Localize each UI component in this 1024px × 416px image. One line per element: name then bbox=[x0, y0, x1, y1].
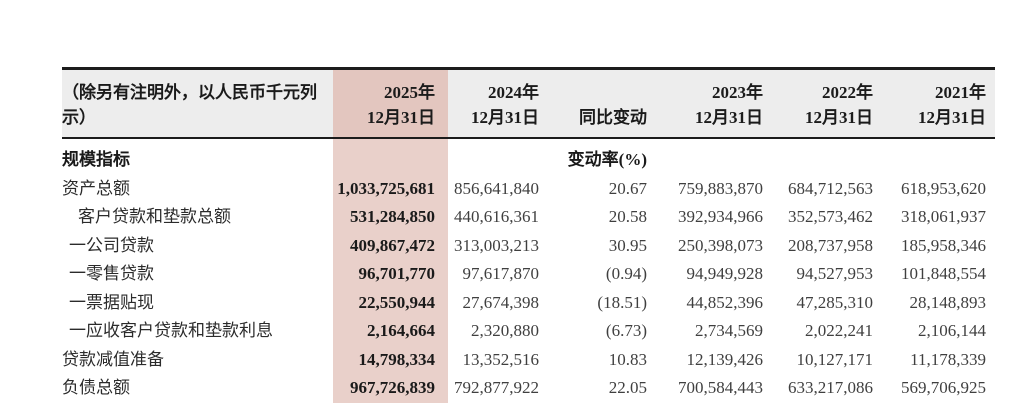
change-rate-note: 变动率(%) bbox=[567, 150, 647, 169]
cell-2023: 2,734,569 bbox=[695, 321, 763, 340]
cell-2025: 2,164,664 bbox=[333, 317, 448, 346]
section-title: 规模指标 bbox=[62, 150, 130, 169]
cell-yoy: 30.95 bbox=[608, 235, 647, 255]
table-row-total-assets: 资产总额 1,033,725,681 856,641,840 20.67 759… bbox=[62, 174, 995, 203]
row-label: 负债总额 bbox=[62, 378, 130, 397]
row-label: 资产总额 bbox=[62, 178, 130, 198]
empty-cell bbox=[656, 138, 772, 175]
financial-summary-table: （除另有注明外，以人民币千元列示） 2025年 12月31日 2024年 12月… bbox=[62, 67, 995, 403]
cell-2025: 531,284,850 bbox=[333, 203, 448, 232]
cell-yoy: 22.05 bbox=[608, 378, 647, 397]
col-header-2024: 2024年 12月31日 bbox=[448, 68, 548, 139]
col-header-yoy-change: 同比变动 bbox=[548, 68, 656, 139]
cell-2023: 12,139,426 bbox=[686, 349, 764, 369]
empty-cell bbox=[772, 138, 882, 175]
row-label: 贷款减值准备 bbox=[62, 349, 164, 369]
cell-2021: 318,061,937 bbox=[901, 207, 986, 226]
cell-2024: 27,674,398 bbox=[462, 292, 540, 312]
financial-summary-table-container: （除另有注明外，以人民币千元列示） 2025年 12月31日 2024年 12月… bbox=[62, 67, 995, 403]
cell-2022: 352,573,462 bbox=[788, 207, 873, 226]
cell-2022: 94,527,953 bbox=[796, 264, 874, 283]
empty-cell bbox=[882, 138, 995, 175]
cell-2024: 313,003,213 bbox=[454, 235, 539, 255]
row-label: 一票据贴现 bbox=[69, 292, 154, 312]
cell-2025: 96,701,770 bbox=[333, 260, 448, 289]
cell-2022: 2,022,241 bbox=[805, 321, 873, 340]
col-header-2023: 2023年 12月31日 bbox=[656, 68, 772, 139]
header-row: （除另有注明外，以人民币千元列示） 2025年 12月31日 2024年 12月… bbox=[62, 68, 995, 139]
row-label: 一公司贷款 bbox=[69, 235, 154, 255]
section-header-row: 规模指标 变动率(%) bbox=[62, 138, 995, 175]
unit-note: （除另有注明外，以人民币千元列示） bbox=[62, 68, 333, 139]
table-row-loan-impairment-allowance: 贷款减值准备 14,798,334 13,352,516 10.83 12,13… bbox=[62, 345, 995, 374]
highlight-cell-empty bbox=[333, 138, 448, 175]
cell-yoy: (18.51) bbox=[597, 292, 647, 312]
row-label: 一应收客户贷款和垫款利息 bbox=[69, 321, 273, 340]
cell-2024: 856,641,840 bbox=[454, 178, 539, 198]
cell-2021: 28,148,893 bbox=[909, 292, 987, 312]
table-row-gross-loans: 客户贷款和垫款总额 531,284,850 440,616,361 20.58 … bbox=[62, 203, 995, 232]
cell-2022: 684,712,563 bbox=[788, 178, 873, 198]
cell-2021: 101,848,554 bbox=[901, 264, 986, 283]
cell-2024: 13,352,516 bbox=[462, 349, 540, 369]
col-header-2021: 2021年 12月31日 bbox=[882, 68, 995, 139]
cell-2023: 94,949,928 bbox=[686, 264, 764, 283]
col-header-2022: 2022年 12月31日 bbox=[772, 68, 882, 139]
cell-2024: 792,877,922 bbox=[454, 378, 539, 397]
cell-2022: 208,737,958 bbox=[788, 235, 873, 255]
cell-2021: 2,106,144 bbox=[918, 321, 986, 340]
cell-2025: 409,867,472 bbox=[333, 231, 448, 260]
col-header-2025: 2025年 12月31日 bbox=[333, 68, 448, 139]
cell-2025: 967,726,839 bbox=[333, 374, 448, 403]
cell-2022: 10,127,171 bbox=[796, 349, 874, 369]
cell-2025: 1,033,725,681 bbox=[333, 174, 448, 203]
cell-2022: 47,285,310 bbox=[796, 292, 874, 312]
cell-2023: 759,883,870 bbox=[678, 178, 763, 198]
cell-2021: 185,958,346 bbox=[901, 235, 986, 255]
table-row-discounted-bills: 一票据贴现 22,550,944 27,674,398 (18.51) 44,8… bbox=[62, 288, 995, 317]
cell-yoy: 20.58 bbox=[608, 207, 647, 226]
unit-note-text: （除另有注明外，以人民币千元列示） bbox=[62, 83, 317, 127]
cell-2023: 44,852,396 bbox=[686, 292, 764, 312]
cell-2021: 11,178,339 bbox=[910, 349, 986, 369]
row-label: 客户贷款和垫款总额 bbox=[78, 207, 231, 226]
table-row-corporate-loans: 一公司贷款 409,867,472 313,003,213 30.95 250,… bbox=[62, 231, 995, 260]
cell-2025: 22,550,944 bbox=[333, 288, 448, 317]
row-label: 一零售贷款 bbox=[69, 264, 154, 283]
cell-yoy: 20.67 bbox=[608, 178, 647, 198]
table-row-accrued-loan-interest: 一应收客户贷款和垫款利息 2,164,664 2,320,880 (6.73) … bbox=[62, 317, 995, 346]
cell-2021: 618,953,620 bbox=[901, 178, 986, 198]
cell-yoy: 10.83 bbox=[608, 349, 647, 369]
cell-2021: 569,706,925 bbox=[901, 378, 986, 397]
cell-2023: 700,584,443 bbox=[678, 378, 763, 397]
cell-yoy: (6.73) bbox=[605, 321, 647, 340]
cell-2023: 392,934,966 bbox=[678, 207, 763, 226]
empty-cell bbox=[448, 138, 548, 175]
table-row-retail-loans: 一零售贷款 96,701,770 97,617,870 (0.94) 94,94… bbox=[62, 260, 995, 289]
cell-2025: 14,798,334 bbox=[333, 345, 448, 374]
cell-yoy: (0.94) bbox=[605, 264, 647, 283]
table-row-total-liabilities: 负债总额 967,726,839 792,877,922 22.05 700,5… bbox=[62, 374, 995, 403]
cell-2023: 250,398,073 bbox=[678, 235, 763, 255]
cell-2024: 2,320,880 bbox=[471, 321, 539, 340]
cell-2024: 440,616,361 bbox=[454, 207, 539, 226]
cell-2024: 97,617,870 bbox=[462, 264, 540, 283]
cell-2022: 633,217,086 bbox=[788, 378, 873, 397]
